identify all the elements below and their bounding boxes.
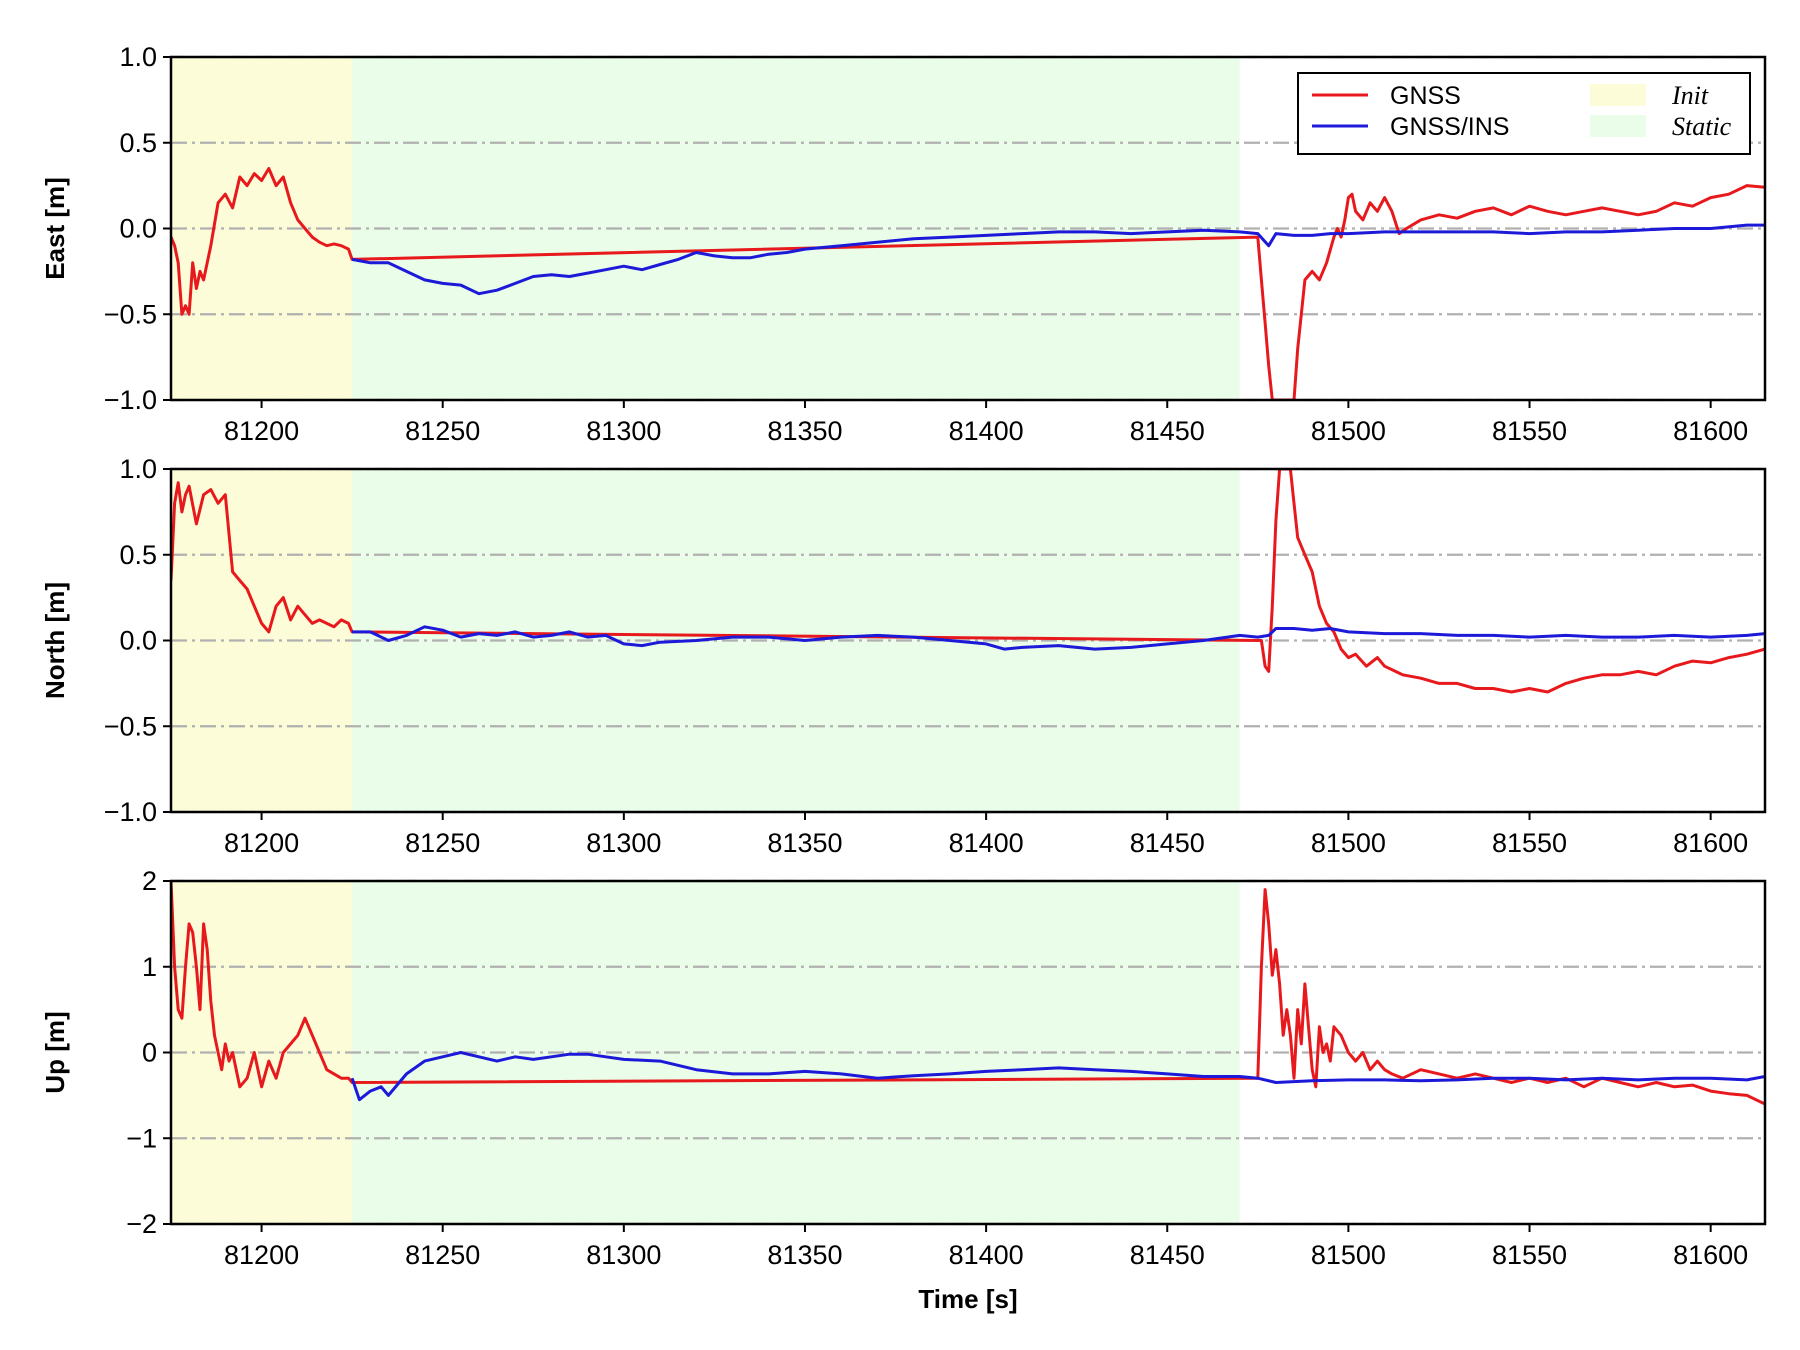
series-line-gnss-ins	[350, 1051, 1765, 1102]
x-tick-label: 81200	[224, 1240, 299, 1270]
x-tick-label: 81350	[767, 828, 842, 858]
x-tick-label: 81250	[405, 1240, 480, 1270]
legend-label: GNSS	[1390, 82, 1461, 110]
y-tick-label: −2	[126, 1209, 157, 1239]
legend-swatch-region	[1590, 115, 1646, 137]
x-tick-label: 81250	[405, 828, 480, 858]
x-tick-label: 81500	[1311, 1240, 1386, 1270]
x-tick-label: 81300	[586, 416, 661, 446]
panel-1: −1.0 −0.5 0.0 0.5 1.0 81200 81250 81300 81350 814…	[40, 454, 1767, 858]
y-axis-title: North [m]	[40, 582, 70, 699]
panel-2: −2 −1 0 1 2 81200 81250 81300 81350 81400 81450 815…	[40, 866, 1767, 1270]
y-tick-label: −1.0	[104, 385, 157, 415]
series-group	[171, 167, 1765, 400]
x-tick-label: 81450	[1130, 416, 1205, 446]
y-tick-label: −1	[126, 1123, 157, 1153]
y-tick-label: −0.5	[104, 711, 157, 741]
y-tick-label: 2	[142, 866, 157, 896]
x-tick-label: 81250	[405, 416, 480, 446]
series-line-gnss-ins	[352, 625, 1765, 651]
y-tick-label: 0.5	[119, 540, 157, 570]
y-tick-label: −0.5	[104, 299, 157, 329]
x-tick-label: 81400	[949, 1240, 1024, 1270]
x-tick-label: 81350	[767, 416, 842, 446]
y-tick-label: −1.0	[104, 797, 157, 827]
y-axis-title: Up [m]	[40, 1011, 70, 1093]
y-tick-label: 1.0	[119, 42, 157, 72]
x-tick-label: 81600	[1673, 416, 1748, 446]
x-tick-label: 81550	[1492, 416, 1567, 446]
y-tick-label: 0	[142, 1038, 157, 1068]
legend-label: GNSS/INS	[1390, 113, 1509, 141]
series-group	[171, 881, 1765, 1106]
x-tick-label: 81200	[224, 416, 299, 446]
x-axis-title: Time [s]	[918, 1284, 1017, 1314]
x-tick-label: 81300	[586, 828, 661, 858]
x-tick-label: 81600	[1673, 828, 1748, 858]
legend-label: Static	[1672, 112, 1732, 141]
x-tick-label: 81400	[949, 416, 1024, 446]
y-tick-label: 0.0	[119, 626, 157, 656]
x-tick-label: 81600	[1673, 1240, 1748, 1270]
legend-box	[1297, 72, 1751, 155]
y-tick-label: 0.5	[119, 128, 157, 158]
x-tick-label: 81500	[1311, 416, 1386, 446]
series-line-gnss-ins	[351, 223, 1765, 296]
x-tick-label: 81200	[224, 828, 299, 858]
series-group	[171, 469, 1765, 694]
y-tick-label: 1.0	[119, 454, 157, 484]
x-tick-label: 81550	[1492, 828, 1567, 858]
series-line-gnss	[171, 469, 1765, 694]
x-tick-label: 81400	[949, 828, 1024, 858]
x-tick-label: 81450	[1130, 1240, 1205, 1270]
panel-0: −1.0 −0.5 0.0 0.5 1.0 81200 81250 81300 81350 814…	[40, 42, 1767, 446]
y-tick-label: 1	[142, 952, 157, 982]
y-axis-title: East [m]	[40, 177, 70, 280]
x-tick-label: 81500	[1311, 828, 1386, 858]
x-tick-label: 81450	[1130, 828, 1205, 858]
x-tick-label: 81300	[586, 1240, 661, 1270]
x-tick-label: 81350	[767, 1240, 842, 1270]
series-line-gnss	[171, 167, 1765, 400]
x-tick-label: 81550	[1492, 1240, 1567, 1270]
legend-swatch-region	[1590, 84, 1646, 106]
series-line-gnss	[171, 881, 1765, 1106]
y-tick-label: 0.0	[119, 214, 157, 244]
legend-label: Init	[1671, 81, 1709, 110]
